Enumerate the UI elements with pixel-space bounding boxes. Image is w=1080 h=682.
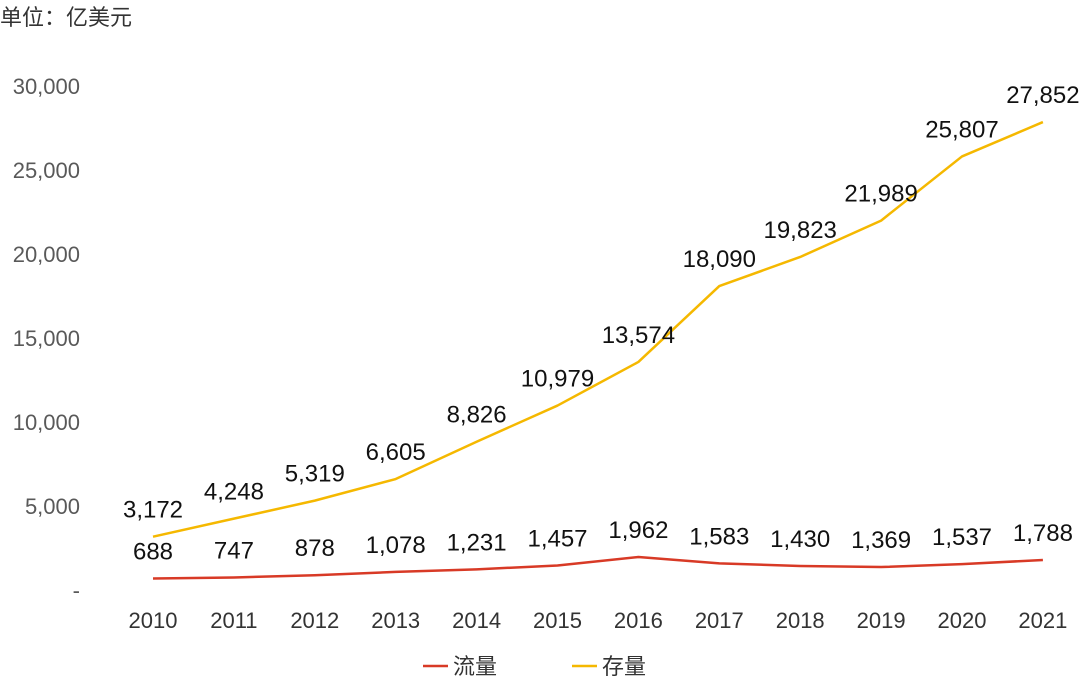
data-label: 1,537 [932, 524, 992, 551]
data-label: 1,583 [689, 523, 749, 550]
series-lines [152, 120, 1044, 580]
series-line-stock [152, 120, 1044, 538]
data-label: 4,248 [204, 479, 264, 506]
data-label: 1,231 [447, 529, 507, 556]
data-label: 10,979 [521, 366, 594, 393]
x-tick-label: 2011 [210, 608, 257, 633]
data-label: 1,430 [770, 526, 830, 553]
data-labels: 688 747 878 1,078 1,231 1,457 1,962 1,583 1,430 1… [123, 82, 1080, 565]
data-label: 1,078 [366, 532, 426, 559]
x-tick-label: 2019 [857, 608, 906, 633]
y-tick-label: 10,000 [13, 410, 80, 435]
x-tick-label: 2016 [614, 608, 663, 633]
x-tick-label: 2018 [776, 608, 825, 633]
y-tick-label: 25,000 [13, 158, 80, 183]
x-tick-label: 2013 [371, 608, 420, 633]
x-axis: 2010 2011 2012 2013 2014 2015 2016 2017 2018 2019… [129, 608, 1068, 633]
data-label: 8,826 [447, 402, 507, 429]
data-label: 747 [214, 537, 254, 564]
legend-label-flow: 流量 [453, 654, 497, 679]
data-label: 27,852 [1006, 82, 1079, 109]
data-label: 3,172 [123, 497, 183, 524]
data-label: 1,457 [527, 526, 587, 553]
data-label: 5,319 [285, 461, 345, 488]
series-line-flow [152, 555, 1043, 580]
x-tick-label: 2015 [533, 608, 582, 633]
data-label: 6,605 [366, 439, 426, 466]
data-label: 19,823 [763, 217, 836, 244]
y-tick-label: 30,000 [13, 74, 80, 99]
x-tick-label: 2014 [452, 608, 501, 633]
legend-label-stock: 存量 [602, 654, 646, 679]
data-label: 25,807 [925, 116, 998, 143]
data-label: 688 [133, 538, 173, 565]
y-tick-label: 5,000 [25, 494, 80, 519]
x-tick-label: 2010 [129, 608, 178, 633]
data-label: 1,962 [608, 517, 668, 544]
data-label: 18,090 [683, 246, 756, 273]
y-axis: - 5,000 10,000 15,000 20,000 25,000 30,000 [13, 74, 80, 603]
data-label: 878 [295, 535, 335, 562]
data-label: 1,788 [1013, 520, 1073, 547]
data-label: 21,989 [844, 181, 917, 208]
y-tick-label: - [73, 578, 80, 603]
x-tick-label: 2012 [290, 608, 339, 633]
data-label: 13,574 [602, 322, 675, 349]
y-tick-label: 20,000 [13, 242, 80, 267]
x-tick-label: 2020 [938, 608, 987, 633]
data-label: 1,369 [851, 527, 911, 554]
x-tick-label: 2021 [1018, 608, 1067, 633]
x-tick-label: 2017 [695, 608, 744, 633]
legend: 流量 存量 [423, 654, 646, 679]
unit-label: 单位：亿美元 [0, 5, 132, 30]
y-tick-label: 15,000 [13, 326, 80, 351]
